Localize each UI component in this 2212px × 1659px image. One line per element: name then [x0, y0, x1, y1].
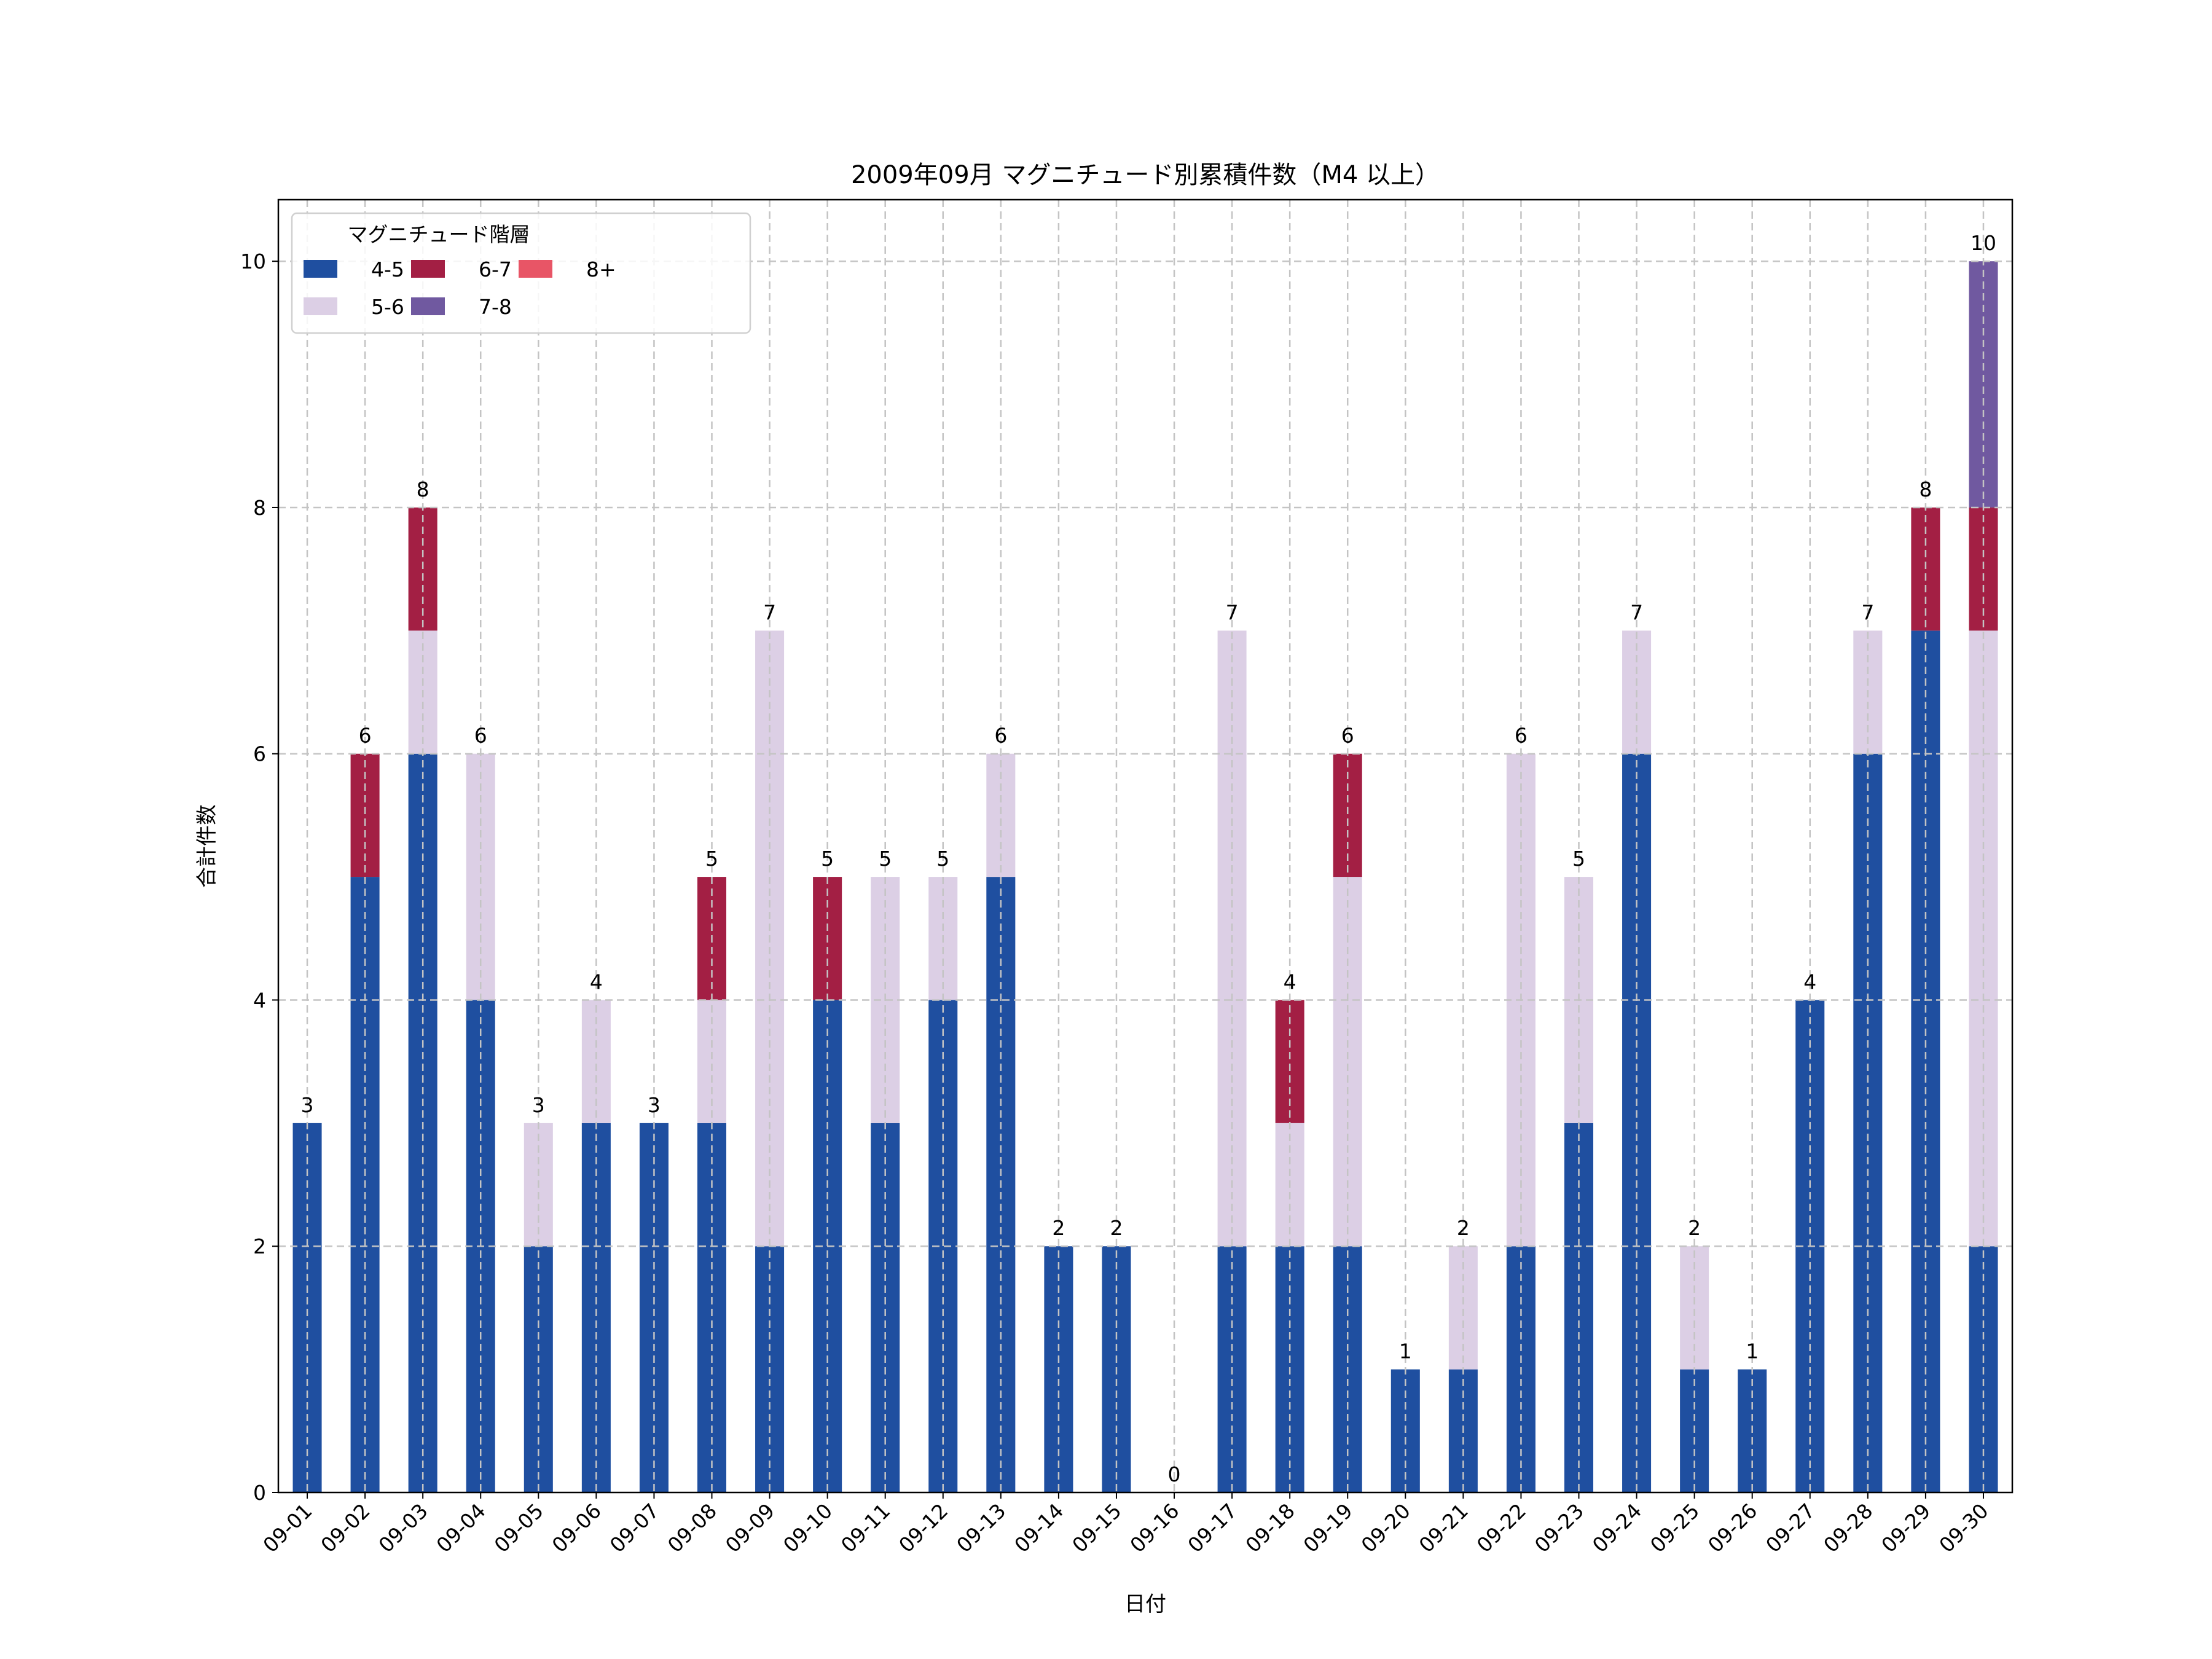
y-tick-label: 6 — [253, 742, 266, 766]
data-label-total: 6 — [359, 724, 372, 748]
x-tick-label: 09-01 — [258, 1499, 316, 1557]
y-tick-label: 10 — [240, 249, 266, 273]
y-tick-label: 8 — [253, 496, 266, 520]
x-tick-label: 09-13 — [952, 1499, 1010, 1557]
bar-segment-7-8-09-30 — [1969, 261, 1998, 508]
x-tick-label: 09-08 — [663, 1499, 721, 1557]
data-label-total: 7 — [1861, 600, 1874, 624]
data-label-total: 6 — [474, 724, 487, 748]
data-label-total: 8 — [417, 477, 429, 501]
bar-segment-4-5-09-07 — [639, 1123, 669, 1492]
data-label-total: 5 — [821, 847, 834, 871]
x-ticks: 09-0109-0209-0309-0409-0509-0609-0709-08… — [258, 1492, 1993, 1557]
x-tick-label: 09-10 — [779, 1499, 837, 1557]
legend-swatch-8+ — [519, 260, 552, 278]
y-tick-label: 2 — [253, 1234, 266, 1258]
bar-segment-4-5-09-29 — [1911, 630, 1940, 1492]
x-tick-label: 09-18 — [1241, 1499, 1299, 1557]
data-label-total: 2 — [1457, 1216, 1470, 1240]
data-label-total: 5 — [936, 847, 949, 871]
x-tick-label: 09-07 — [605, 1499, 664, 1557]
x-tick-label: 09-29 — [1877, 1499, 1935, 1557]
x-tick-label: 09-21 — [1414, 1499, 1473, 1557]
x-tick-label: 09-15 — [1067, 1499, 1126, 1557]
x-tick-label: 09-27 — [1761, 1499, 1819, 1557]
x-tick-label: 09-12 — [894, 1499, 952, 1557]
data-label-total: 2 — [1052, 1216, 1065, 1240]
plot-frame — [277, 198, 2014, 1494]
data-label-total: 1 — [1746, 1339, 1759, 1363]
data-label-total: 0 — [1168, 1462, 1181, 1486]
data-label-total: 7 — [1226, 600, 1239, 624]
x-tick-label: 09-30 — [1934, 1499, 1993, 1557]
data-label-total: 10 — [1971, 231, 1996, 255]
bar-segment-4-5-09-06 — [581, 1123, 611, 1492]
x-tick-label: 09-06 — [547, 1499, 606, 1557]
x-tick-label: 09-28 — [1819, 1499, 1877, 1557]
y-axis-label: 合計件数 — [195, 804, 219, 888]
data-label-total: 4 — [590, 970, 603, 994]
legend-swatch-5-6 — [304, 297, 337, 315]
x-tick-label: 09-26 — [1703, 1499, 1762, 1557]
x-tick-label: 09-22 — [1472, 1499, 1531, 1557]
data-label-total: 3 — [301, 1093, 314, 1117]
x-tick-label: 09-02 — [316, 1499, 374, 1557]
data-label-total: 8 — [1919, 477, 1932, 501]
x-tick-label: 09-09 — [721, 1499, 779, 1557]
data-label-total: 3 — [532, 1093, 545, 1117]
data-labels: 3 6 8 6 3 4 3 5 7 5 5 5 6 2 2 0 7 4 6 1 2 6 5 7 2 1 4 7 8 10 — [301, 231, 1996, 1486]
data-label-total: 4 — [1803, 970, 1816, 994]
legend-label: 8+ — [586, 257, 616, 281]
x-tick-label: 09-23 — [1530, 1499, 1588, 1557]
legend-swatch-4-5 — [304, 260, 337, 278]
chart-title: 2009年09月 マグニチュード別累積件数（M4 以上） — [851, 161, 1440, 189]
data-label-total: 6 — [1515, 724, 1528, 748]
x-tick-label: 09-19 — [1299, 1499, 1357, 1557]
y-tick-label: 0 — [253, 1481, 266, 1505]
data-label-total: 7 — [1630, 600, 1643, 624]
x-tick-label: 09-04 — [432, 1499, 490, 1557]
y-ticks: 0 2 4 6 8 10 — [240, 249, 278, 1505]
legend-label: 7-8 — [479, 295, 512, 319]
data-label-total: 6 — [994, 724, 1007, 748]
bars — [292, 261, 1998, 1492]
x-tick-label: 09-25 — [1645, 1499, 1704, 1557]
data-label-total: 7 — [763, 600, 776, 624]
grid-lines — [278, 200, 2012, 1492]
x-tick-label: 09-17 — [1183, 1499, 1241, 1557]
x-tick-label: 09-16 — [1125, 1499, 1183, 1557]
legend-swatch-7-8 — [411, 297, 445, 315]
data-label-total: 4 — [1284, 970, 1296, 994]
data-label-total: 2 — [1110, 1216, 1123, 1240]
x-axis-label: 日付 — [1124, 1592, 1166, 1617]
legend-label: 6-7 — [479, 257, 512, 281]
legend-label: 5-6 — [371, 295, 404, 319]
data-label-total: 1 — [1399, 1339, 1412, 1363]
bar-segment-4-5-09-11 — [871, 1123, 900, 1492]
y-tick-label: 4 — [253, 988, 266, 1012]
bar-segment-4-5-09-23 — [1564, 1123, 1594, 1492]
x-tick-label: 09-11 — [836, 1499, 895, 1557]
x-tick-label: 09-05 — [490, 1499, 548, 1557]
legend: マグニチュード階層 4-5 5-6 6-7 7-8 8+ — [291, 212, 751, 334]
bar-segment-4-5-09-08 — [697, 1123, 727, 1492]
data-label-total: 5 — [705, 847, 718, 871]
data-label-total: 2 — [1688, 1216, 1701, 1240]
bar-segment-4-5-09-01 — [292, 1123, 322, 1492]
bar-segment-5-6-09-19 — [1333, 877, 1362, 1247]
legend-title: マグニチュード階層 — [348, 222, 530, 246]
data-label-total: 5 — [1572, 847, 1585, 871]
x-tick-label: 09-14 — [1010, 1499, 1068, 1557]
data-label-total: 5 — [879, 847, 892, 871]
data-label-total: 3 — [648, 1093, 661, 1117]
legend-label: 4-5 — [371, 257, 404, 281]
x-tick-label: 09-20 — [1357, 1499, 1415, 1557]
legend-swatch-6-7 — [411, 260, 445, 278]
x-tick-label: 09-24 — [1588, 1499, 1646, 1557]
data-label-total: 6 — [1341, 724, 1354, 748]
x-tick-label: 09-03 — [374, 1499, 432, 1557]
